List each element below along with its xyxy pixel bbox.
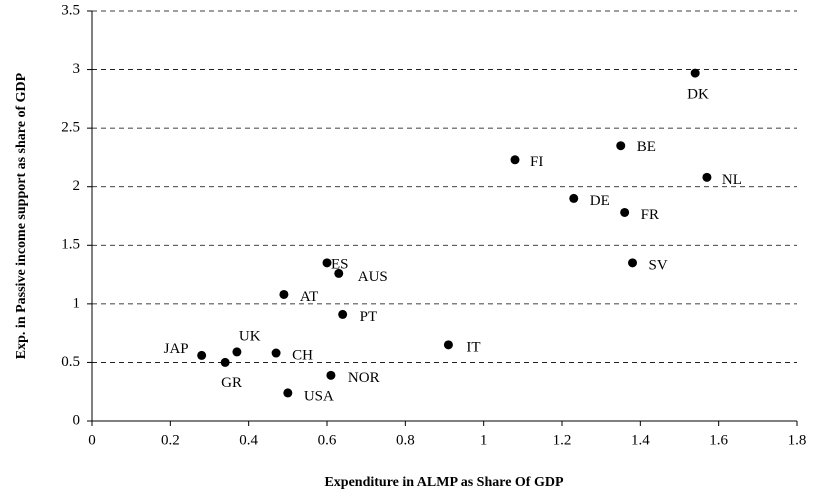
y-axis-title: Exp. in Passive income support as share … (14, 72, 29, 359)
point (338, 309, 348, 319)
point-label: IT (466, 339, 480, 355)
x-tick-label: 0.8 (396, 432, 415, 448)
point (690, 68, 700, 78)
point (271, 348, 281, 358)
point (322, 258, 332, 268)
x-tick-label: 1.6 (709, 432, 728, 448)
x-tick-label: 0.6 (318, 432, 337, 448)
x-tick-label: 0.4 (239, 432, 258, 448)
point (616, 141, 626, 151)
point-label: GR (221, 375, 242, 391)
point-label: SV (649, 257, 668, 273)
point-label: AT (300, 289, 318, 305)
point-label: PT (360, 309, 378, 325)
point-label: UK (239, 328, 261, 344)
point-label: JAP (164, 341, 189, 357)
x-tick-label: 1 (480, 432, 488, 448)
point (326, 370, 336, 380)
x-tick-label: 0 (88, 432, 96, 448)
y-tick-label: 2.5 (61, 120, 80, 136)
point (443, 340, 453, 350)
point (283, 388, 293, 398)
point (197, 350, 207, 360)
x-tick-label: 1.2 (553, 432, 572, 448)
point-label: DE (590, 193, 610, 209)
y-tick-label: 1.5 (61, 237, 80, 253)
point (279, 289, 289, 299)
point-label: FI (530, 154, 543, 170)
x-tick-label: 1.8 (788, 432, 807, 448)
point (702, 172, 712, 182)
y-tick-label: 3 (73, 61, 81, 77)
point-label: BE (637, 139, 656, 155)
y-tick-label: 0.5 (61, 354, 80, 370)
point-label: FR (641, 207, 659, 223)
point-label: AUS (358, 269, 388, 285)
point (620, 207, 630, 217)
point (510, 155, 520, 165)
x-tick-label: 1.4 (631, 432, 650, 448)
y-tick-label: 0 (73, 412, 81, 428)
point-label: NL (722, 172, 742, 188)
y-tick-label: 1 (73, 295, 81, 311)
x-tick-label: 0.2 (161, 432, 180, 448)
y-tick-label: 2 (73, 178, 81, 194)
y-tick-label: 3.5 (61, 2, 80, 18)
point-label: CH (292, 347, 313, 363)
point (232, 347, 242, 357)
point (628, 258, 637, 268)
point (334, 268, 344, 278)
point (220, 357, 230, 367)
point (569, 193, 579, 203)
point-label: ES (331, 256, 349, 272)
point-label: DK (687, 87, 709, 103)
point-label: USA (304, 388, 334, 404)
point-label: NOR (348, 370, 380, 386)
x-axis-title: Expenditure in ALMP as Share Of GDP (324, 475, 564, 490)
